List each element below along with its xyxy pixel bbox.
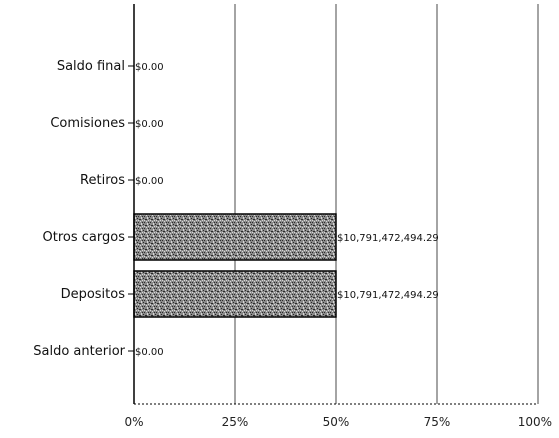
value-label: $0.00 [135,119,164,130]
bar-depositos [133,270,337,318]
value-label: $10,791,472,494.29 [337,233,439,244]
bar-otros-cargos [133,213,337,261]
value-label: $0.00 [135,176,164,187]
category-label: Otros cargos [43,230,126,245]
axes [128,4,538,405]
category-label: Retiros [80,173,125,188]
value-label: $0.00 [135,62,164,73]
grid-lines [234,4,539,404]
x-tick-label: 25% [222,415,249,429]
category-label: Saldo anterior [33,344,125,359]
category-label: Comisiones [50,116,125,131]
bars [133,213,337,318]
x-tick-label: 100% [518,415,552,429]
category-label: Saldo final [57,59,125,74]
x-tick-label: 50% [323,415,350,429]
x-tick-label: 0% [124,415,143,429]
labels: Saldo final $0.00 Comisiones $0.00 Retiros $0… [33,59,552,429]
x-tick-label: 75% [424,415,451,429]
category-label: Depositos [61,287,126,302]
value-label: $10,791,472,494.29 [337,290,439,301]
value-label: $0.00 [135,347,164,358]
